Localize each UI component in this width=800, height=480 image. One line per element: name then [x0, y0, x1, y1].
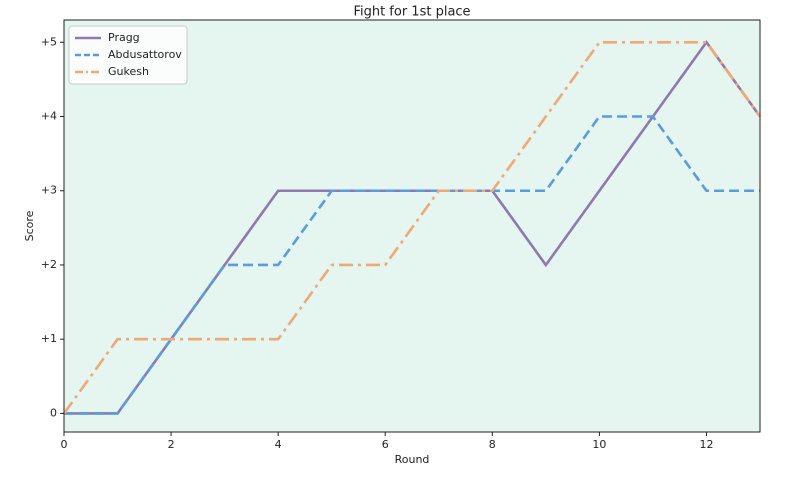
y-axis-label: Score	[23, 210, 36, 241]
x-tick-label: 8	[489, 438, 496, 451]
series-line	[64, 40, 762, 415]
y-tick-label: +2	[41, 258, 57, 271]
x-tick-label: 4	[275, 438, 282, 451]
y-tick-label: 0	[50, 406, 57, 419]
x-tick-label: 6	[382, 438, 389, 451]
plot-frame	[63, 19, 761, 433]
x-tick-label: 0	[61, 438, 68, 451]
x-axis-label: Round	[395, 453, 430, 466]
legend-box	[68, 25, 188, 85]
legend-label: Pragg	[108, 31, 140, 44]
legend-label: Gukesh	[108, 65, 149, 78]
y-tick-label: +4	[41, 110, 57, 123]
series-line	[62, 40, 762, 415]
y-tick-label: +5	[41, 35, 57, 48]
y-tick-label: +1	[41, 332, 57, 345]
x-tick-label: 12	[699, 438, 713, 451]
x-tick-label: 2	[168, 438, 175, 451]
legend-label: Abdusattorov	[108, 48, 182, 61]
x-tick-label: 10	[592, 438, 606, 451]
y-tick-label: +3	[41, 184, 57, 197]
chart-title: Fight for 1st place	[353, 5, 470, 20]
